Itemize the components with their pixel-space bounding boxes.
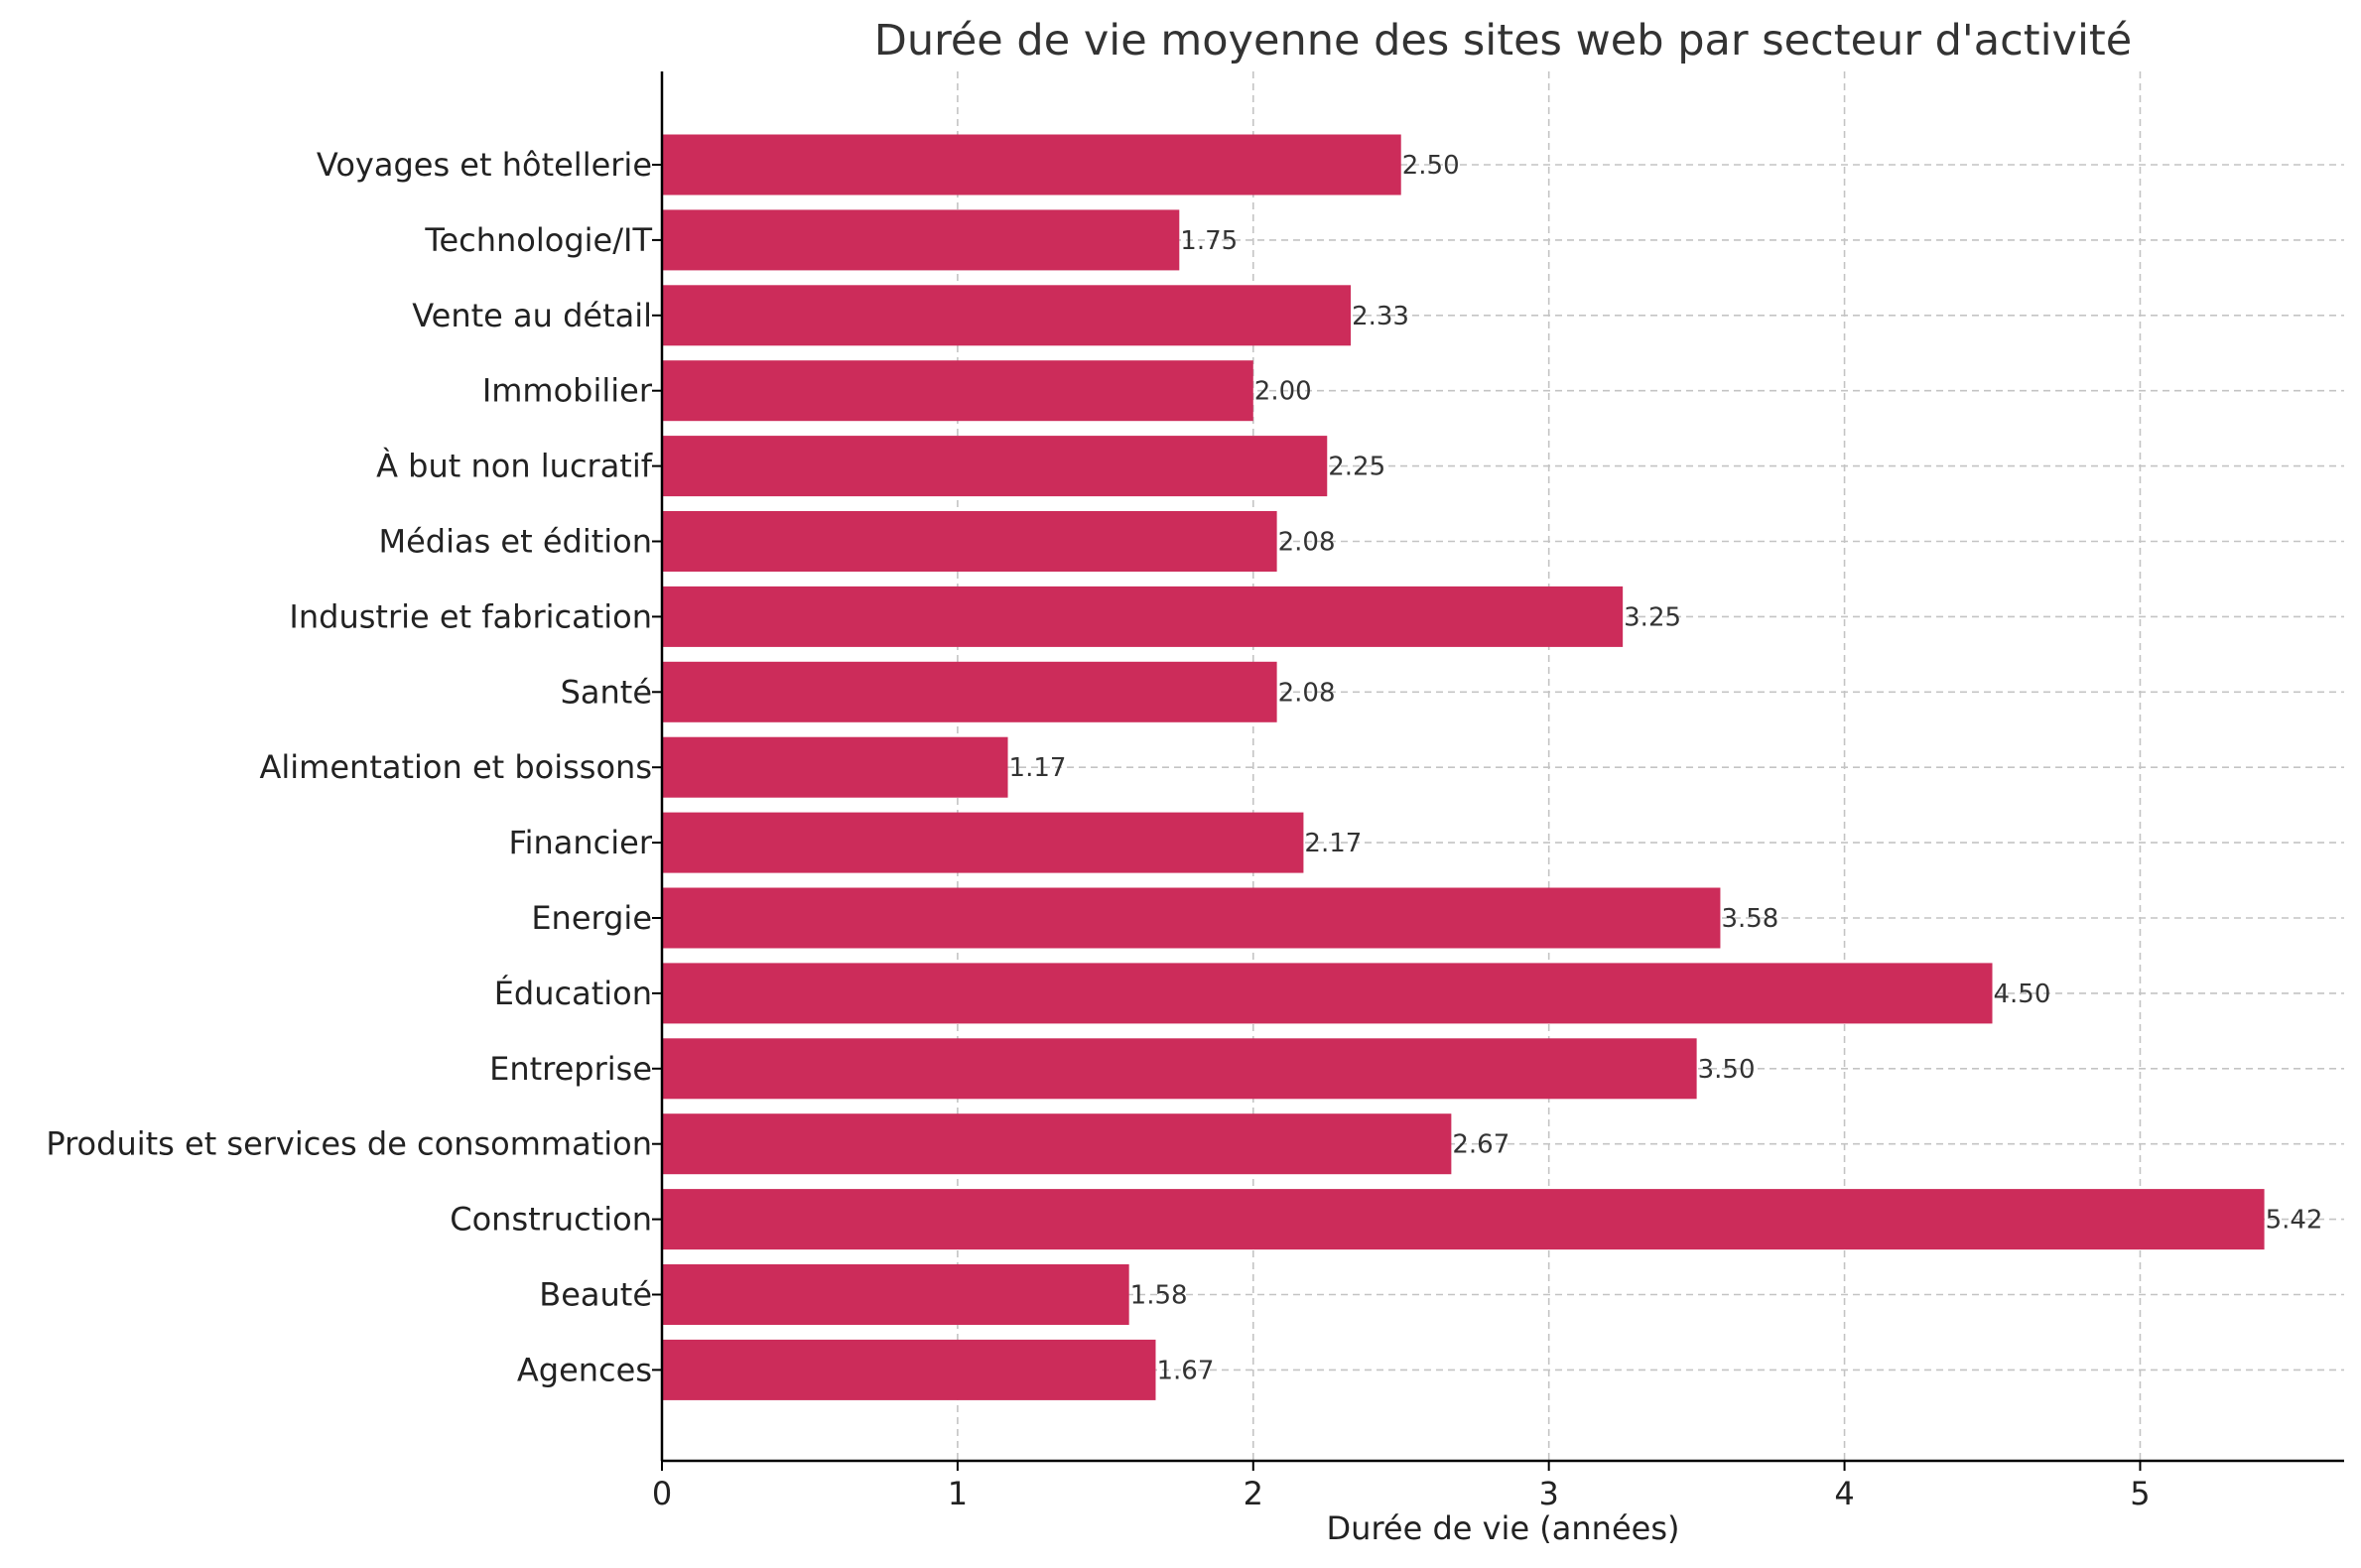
bar [662, 1038, 1697, 1100]
category-label: Voyages et hôtellerie [317, 146, 652, 184]
x-tick-label: 2 [1244, 1475, 1263, 1512]
bar-layer [662, 134, 2265, 1400]
bar [662, 963, 1993, 1024]
category-label: À but non lucratif [376, 448, 653, 485]
category-label: Alimentation et boissons [260, 748, 653, 786]
category-label: Vente au détail [412, 297, 652, 334]
x-tick-label: 3 [1538, 1475, 1558, 1512]
category-label: Technologie/IT [424, 221, 652, 259]
data-label: 2.08 [1278, 528, 1336, 558]
bar [662, 436, 1328, 497]
bar [662, 360, 1253, 422]
category-label: Immobilier [482, 372, 653, 410]
data-label: 3.50 [1698, 1055, 1756, 1085]
data-label: 1.58 [1130, 1281, 1188, 1311]
bar [662, 285, 1352, 346]
data-label: 1.17 [1009, 753, 1067, 783]
bar [662, 812, 1304, 873]
data-label: 1.75 [1180, 226, 1238, 256]
category-label: Construction [450, 1201, 652, 1239]
chart-title: Durée de vie moyenne des sites web par s… [874, 16, 2133, 65]
bar [662, 736, 1008, 798]
x-tick-label: 4 [1834, 1475, 1854, 1512]
bar [662, 209, 1180, 271]
category-label: Agences [517, 1351, 652, 1388]
data-label: 2.50 [1402, 151, 1460, 181]
data-label: 5.42 [2266, 1206, 2323, 1236]
category-label: Entreprise [489, 1050, 652, 1088]
bar [662, 511, 1277, 572]
data-label: 3.25 [1624, 602, 1681, 632]
x-tick-label: 0 [652, 1475, 672, 1512]
data-label: 2.33 [1352, 302, 1409, 331]
category-label: Financier [509, 824, 653, 861]
data-label: 2.67 [1452, 1130, 1509, 1160]
bar [662, 887, 1721, 949]
category-label: Santé [561, 673, 652, 711]
bar [662, 1339, 1156, 1400]
category-label: Beauté [539, 1276, 652, 1314]
axis-layer [660, 71, 2344, 1463]
data-label: 2.08 [1278, 678, 1336, 708]
bar [662, 1264, 1129, 1325]
category-label: Industrie et fabrication [289, 597, 652, 635]
data-label: 3.58 [1721, 904, 1778, 934]
data-label: 4.50 [1994, 980, 2051, 1009]
data-label: 2.00 [1254, 377, 1312, 407]
x-tick-label: 1 [948, 1475, 968, 1512]
bar [662, 134, 1401, 196]
bar [662, 661, 1277, 722]
x-axis-title: Durée de vie (années) [1327, 1509, 1680, 1547]
label-layer: 0 1 2 3 4 5 Agences 1.67 Beauté 1.58 Construction 5… [46, 146, 2322, 1512]
category-label: Energie [531, 899, 652, 937]
category-label: Éducation [494, 975, 652, 1012]
data-label: 2.17 [1304, 829, 1362, 858]
x-tick-label: 5 [2130, 1475, 2150, 1512]
data-label: 1.67 [1156, 1356, 1214, 1385]
bar [662, 586, 1624, 647]
bar [662, 1189, 2265, 1250]
category-label: Médias et édition [378, 523, 652, 561]
data-label: 2.25 [1328, 453, 1385, 482]
category-label: Produits et services de consommation [46, 1125, 652, 1163]
bar [662, 1113, 1452, 1175]
